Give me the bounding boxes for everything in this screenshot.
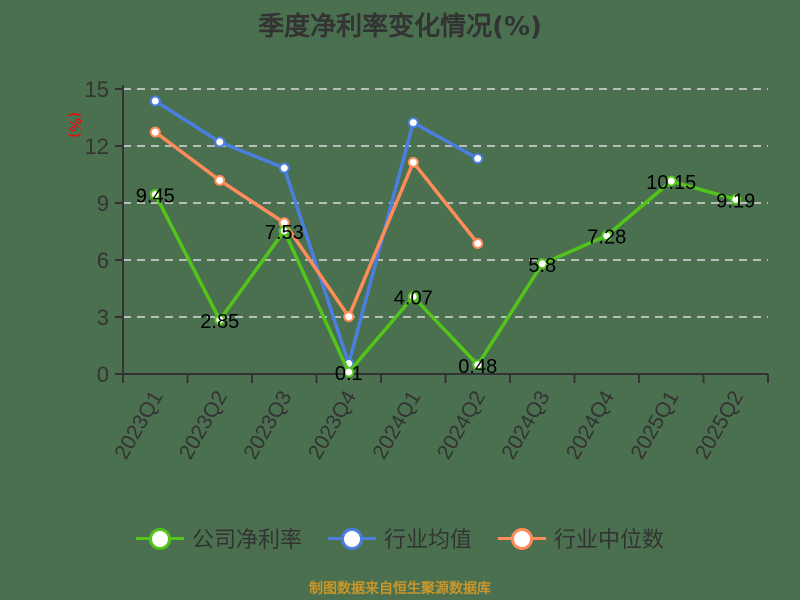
data-point bbox=[472, 153, 484, 165]
x-tick-label: 2025Q2 bbox=[691, 387, 748, 463]
data-point bbox=[472, 237, 484, 249]
legend: 公司净利率 行业均值 行业中位数 bbox=[0, 522, 800, 554]
x-tick-label: 2024Q3 bbox=[497, 387, 554, 463]
data-point bbox=[149, 126, 161, 138]
legend-marker-icon bbox=[498, 528, 546, 550]
data-label: 9.19 bbox=[716, 190, 755, 212]
x-tick-label: 2023Q2 bbox=[175, 387, 232, 463]
legend-marker-icon bbox=[327, 528, 376, 550]
data-label: 10.15 bbox=[646, 172, 696, 194]
y-tick-label: 15 bbox=[85, 77, 109, 102]
source-note: 制图数据来自恒生聚源数据库 bbox=[309, 581, 491, 597]
legend-item[interactable]: 行业均值 bbox=[327, 522, 472, 554]
series-line bbox=[153, 179, 737, 374]
data-point bbox=[214, 136, 226, 148]
legend-label: 公司净利率 bbox=[191, 528, 302, 553]
data-point bbox=[343, 366, 355, 378]
y-tick-label: 3 bbox=[97, 305, 109, 330]
legend-label: 行业中位数 bbox=[554, 528, 665, 553]
x-tick-label: 2023Q1 bbox=[110, 387, 167, 463]
data-label: 5.8 bbox=[528, 255, 556, 277]
legend-item[interactable]: 公司净利率 bbox=[135, 522, 302, 554]
data-point bbox=[472, 359, 484, 371]
x-tick-label: 2024Q4 bbox=[562, 387, 619, 463]
data-point bbox=[665, 175, 677, 187]
data-point bbox=[407, 117, 419, 129]
y-tick-label: 6 bbox=[97, 248, 109, 273]
y-tick-label: 12 bbox=[85, 134, 109, 159]
data-label: 0.48 bbox=[458, 356, 497, 378]
series-line bbox=[154, 99, 479, 366]
data-label: 9.45 bbox=[136, 185, 175, 207]
legend-label: 行业均值 bbox=[383, 528, 472, 553]
data-label: 7.28 bbox=[587, 227, 626, 249]
y-axis-label: (%) bbox=[66, 112, 84, 138]
x-tick-label: 2025Q1 bbox=[626, 387, 683, 463]
data-point bbox=[214, 314, 226, 326]
legend-marker-icon bbox=[135, 528, 184, 550]
y-tick-label: 0 bbox=[97, 362, 109, 387]
x-tick-label: 2024Q2 bbox=[433, 387, 490, 463]
data-point bbox=[149, 95, 161, 107]
data-point bbox=[730, 193, 742, 205]
y-tick-label: 9 bbox=[97, 191, 109, 216]
data-point bbox=[149, 188, 161, 200]
data-label: 7.53 bbox=[265, 222, 304, 244]
data-point bbox=[278, 225, 290, 237]
x-tick-label: 2023Q4 bbox=[304, 387, 361, 463]
chart-title: 季度净利率变化情况(%) bbox=[258, 12, 542, 42]
data-point bbox=[407, 156, 419, 168]
data-label: 0.1 bbox=[335, 363, 363, 385]
x-tick-label: 2023Q3 bbox=[239, 387, 296, 463]
data-label: 2.85 bbox=[200, 311, 239, 333]
x-tick-label: 2024Q1 bbox=[368, 387, 425, 463]
data-label: 4.07 bbox=[394, 288, 433, 310]
data-point bbox=[214, 174, 226, 186]
legend-item[interactable]: 行业中位数 bbox=[498, 522, 664, 554]
series-line bbox=[154, 130, 480, 319]
data-point bbox=[536, 258, 548, 270]
data-point bbox=[407, 291, 419, 303]
data-point bbox=[278, 162, 290, 174]
data-point bbox=[601, 230, 613, 242]
data-point bbox=[343, 311, 355, 323]
